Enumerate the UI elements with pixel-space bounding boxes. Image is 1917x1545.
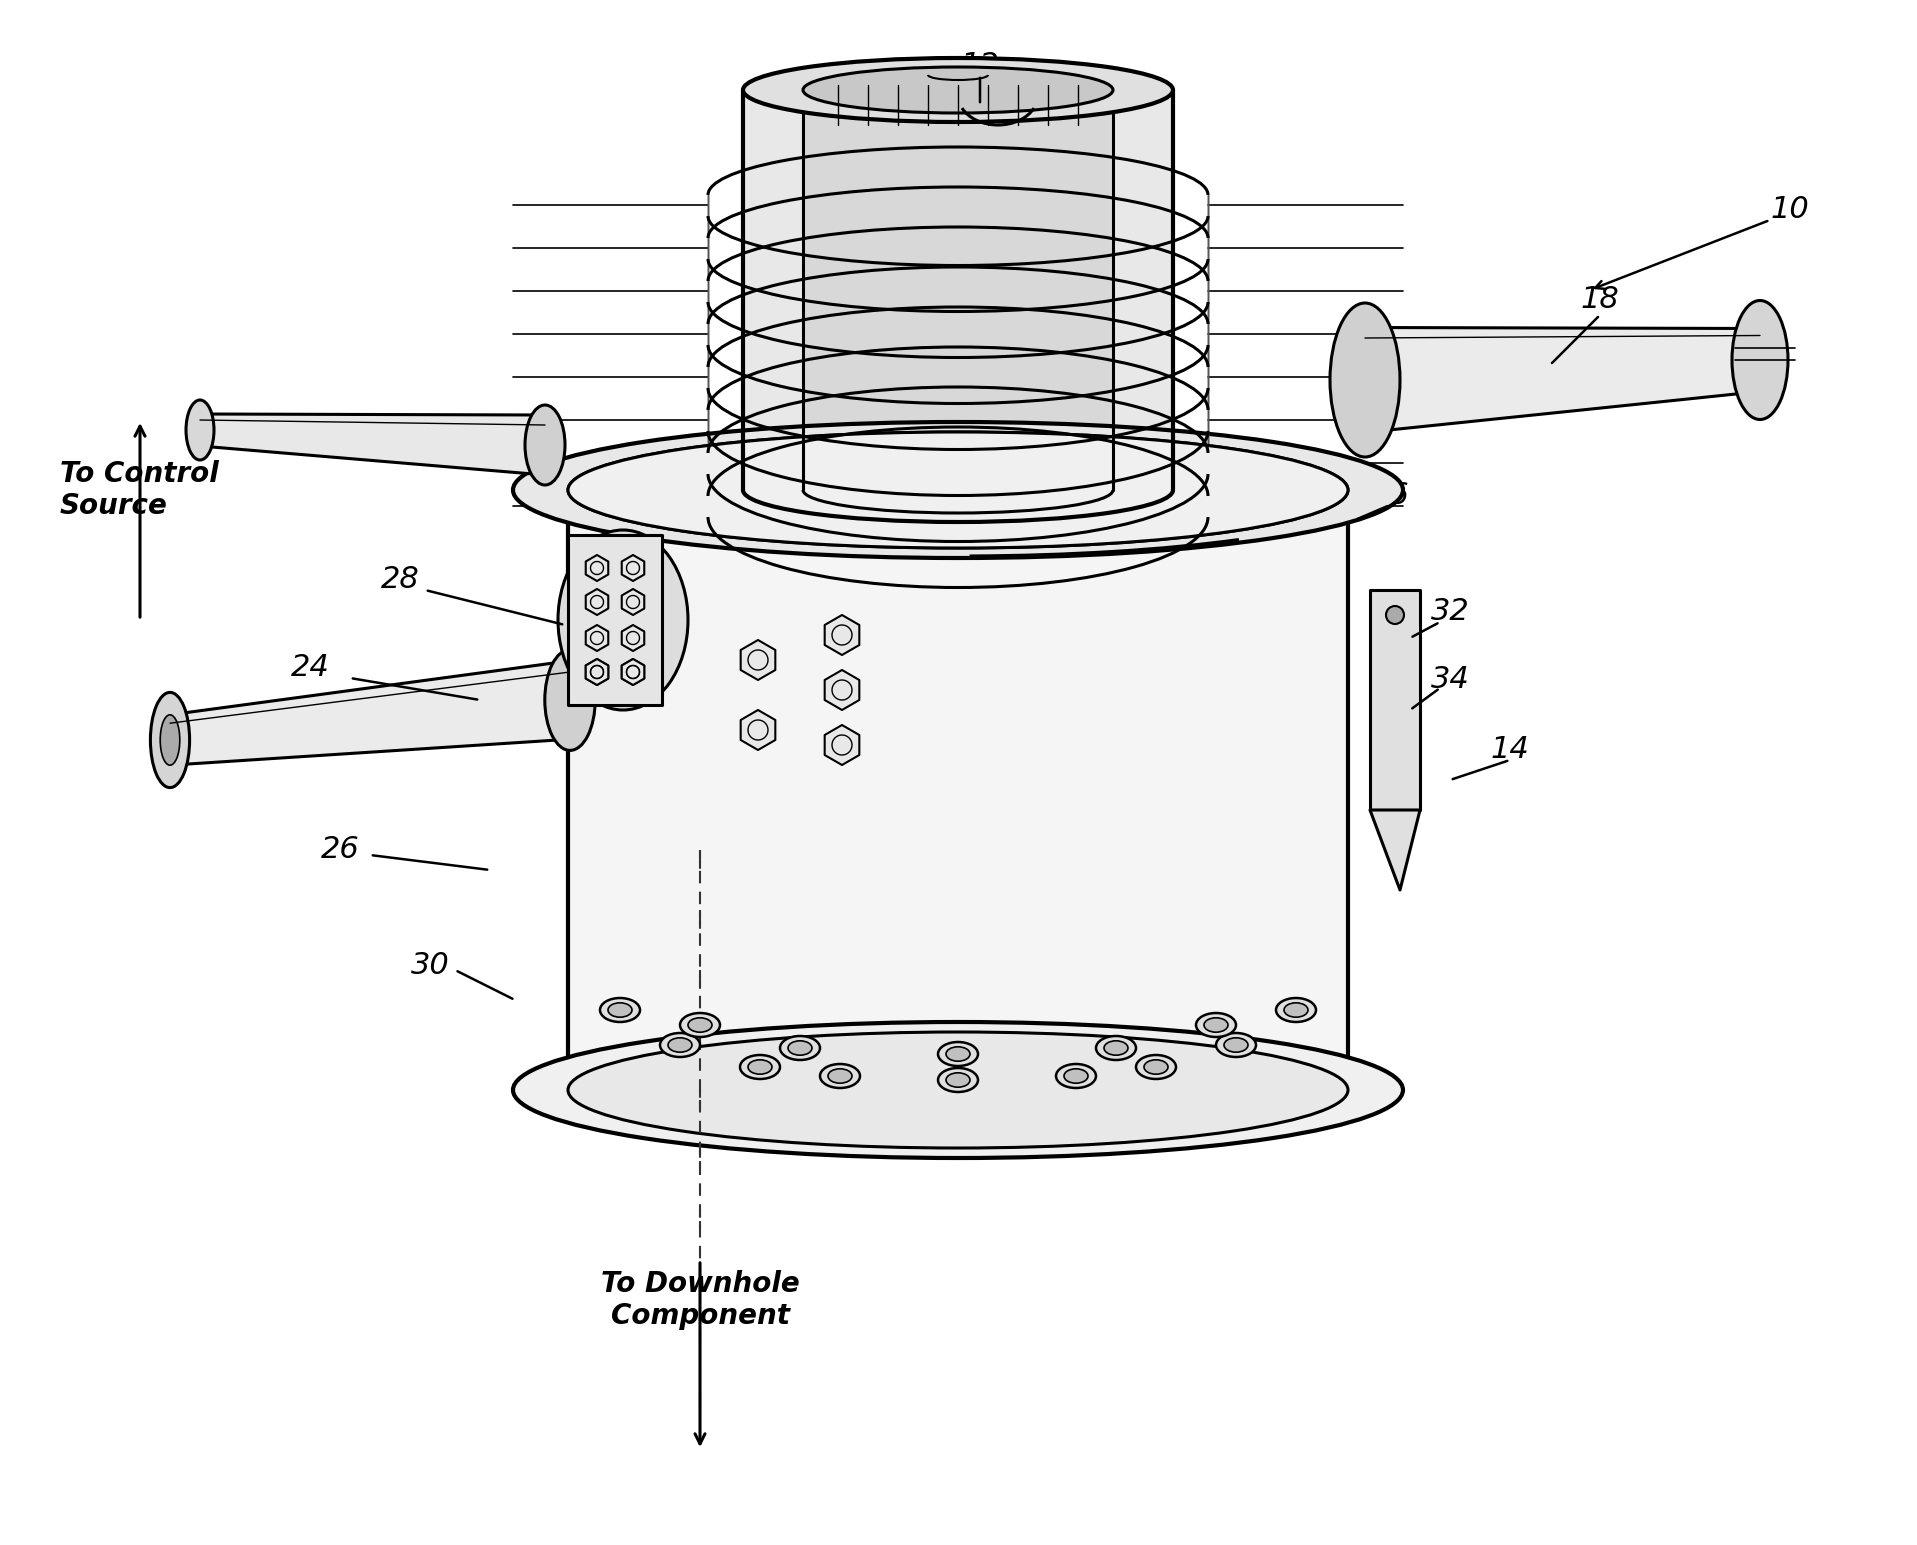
Ellipse shape <box>1144 1060 1167 1074</box>
Ellipse shape <box>1064 1069 1089 1083</box>
Ellipse shape <box>681 1014 721 1037</box>
Ellipse shape <box>514 1021 1403 1159</box>
Text: 28: 28 <box>381 565 420 595</box>
Text: 32: 32 <box>1430 598 1468 627</box>
Polygon shape <box>621 626 644 650</box>
Polygon shape <box>587 589 608 615</box>
Ellipse shape <box>567 433 1348 548</box>
Ellipse shape <box>937 1041 978 1066</box>
Text: 16: 16 <box>1371 480 1409 510</box>
Ellipse shape <box>748 1060 773 1074</box>
Polygon shape <box>587 660 608 684</box>
Ellipse shape <box>1137 1055 1175 1078</box>
Ellipse shape <box>945 1072 970 1088</box>
Ellipse shape <box>608 1003 633 1017</box>
Ellipse shape <box>567 433 1348 548</box>
Ellipse shape <box>1284 1003 1307 1017</box>
Polygon shape <box>621 660 644 684</box>
Polygon shape <box>744 90 1173 490</box>
Ellipse shape <box>744 59 1173 122</box>
Ellipse shape <box>1097 1037 1137 1060</box>
Ellipse shape <box>1104 1041 1127 1055</box>
Ellipse shape <box>186 400 215 460</box>
Ellipse shape <box>788 1041 813 1055</box>
Ellipse shape <box>945 1048 970 1061</box>
Ellipse shape <box>1223 1038 1248 1052</box>
Polygon shape <box>803 90 1114 490</box>
Ellipse shape <box>150 692 190 788</box>
Text: 30: 30 <box>410 950 449 980</box>
Ellipse shape <box>1204 1018 1229 1032</box>
Text: 24: 24 <box>291 654 330 683</box>
Text: 18: 18 <box>1582 286 1620 315</box>
Ellipse shape <box>828 1069 851 1083</box>
Text: 14: 14 <box>1491 735 1530 765</box>
Polygon shape <box>621 555 644 581</box>
Polygon shape <box>171 661 569 765</box>
Polygon shape <box>824 725 859 765</box>
Text: 12: 12 <box>960 51 999 79</box>
Ellipse shape <box>600 998 640 1021</box>
Polygon shape <box>740 711 774 749</box>
Polygon shape <box>740 640 774 680</box>
Ellipse shape <box>780 1037 820 1060</box>
Ellipse shape <box>161 715 180 765</box>
Polygon shape <box>1371 590 1420 810</box>
Ellipse shape <box>514 422 1403 558</box>
Text: 26: 26 <box>320 836 358 865</box>
Ellipse shape <box>1386 606 1403 624</box>
Ellipse shape <box>937 1068 978 1092</box>
Ellipse shape <box>688 1018 711 1032</box>
Polygon shape <box>199 414 544 474</box>
Ellipse shape <box>1056 1065 1097 1088</box>
Ellipse shape <box>1215 1034 1256 1057</box>
Polygon shape <box>824 671 859 711</box>
Polygon shape <box>587 660 608 684</box>
Ellipse shape <box>558 530 688 711</box>
Polygon shape <box>567 490 1348 1091</box>
Ellipse shape <box>567 1032 1348 1148</box>
Polygon shape <box>567 535 661 705</box>
Polygon shape <box>621 660 644 684</box>
Text: To Control
Source: To Control Source <box>59 460 219 521</box>
Ellipse shape <box>1277 998 1315 1021</box>
Ellipse shape <box>1330 303 1399 457</box>
Ellipse shape <box>1731 300 1789 420</box>
Ellipse shape <box>525 405 566 485</box>
Polygon shape <box>1365 328 1760 433</box>
Ellipse shape <box>803 66 1114 113</box>
Text: 34: 34 <box>1430 666 1468 695</box>
Polygon shape <box>621 589 644 615</box>
Polygon shape <box>824 615 859 655</box>
Text: 10: 10 <box>1771 196 1810 224</box>
Polygon shape <box>1371 810 1420 890</box>
Ellipse shape <box>659 1034 700 1057</box>
Polygon shape <box>587 626 608 650</box>
Ellipse shape <box>820 1065 861 1088</box>
Ellipse shape <box>667 1038 692 1052</box>
Text: To Downhole
Component: To Downhole Component <box>600 1270 799 1330</box>
Ellipse shape <box>1196 1014 1236 1037</box>
Ellipse shape <box>740 1055 780 1078</box>
Polygon shape <box>587 555 608 581</box>
Ellipse shape <box>544 649 594 751</box>
